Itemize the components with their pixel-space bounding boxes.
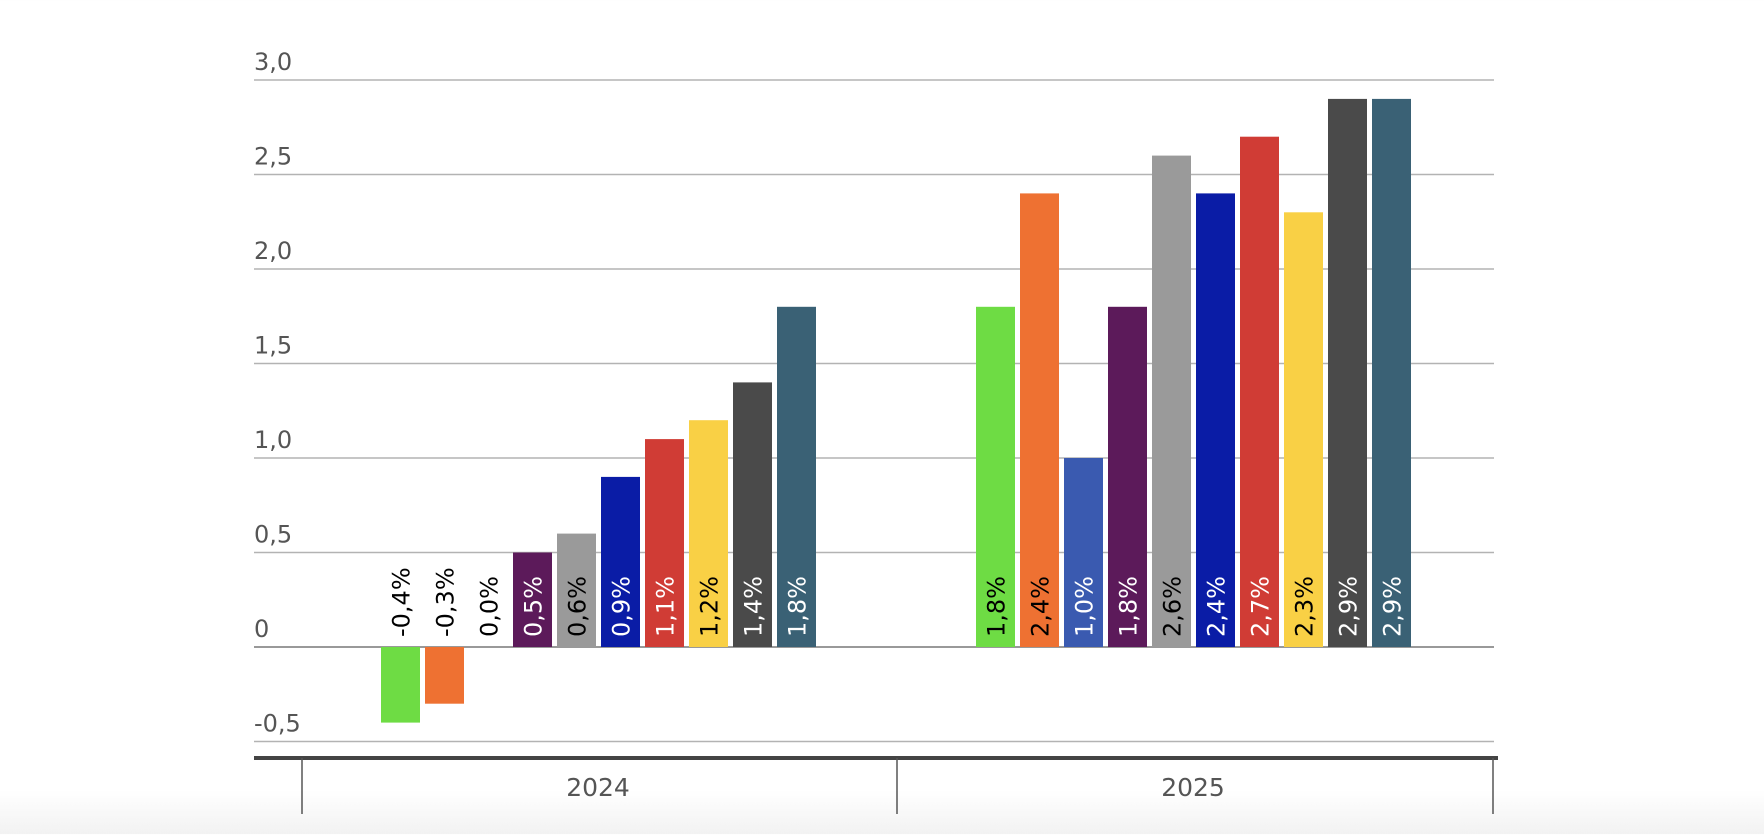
bar bbox=[1108, 306, 1147, 647]
bar bbox=[425, 647, 464, 704]
data-label: 2,3% bbox=[1291, 576, 1319, 637]
bar bbox=[1020, 193, 1059, 647]
bar bbox=[777, 306, 816, 647]
data-label: 2,9% bbox=[1379, 576, 1407, 637]
data-label: 2,7% bbox=[1247, 576, 1275, 637]
data-label: 2,4% bbox=[1027, 576, 1055, 637]
bar bbox=[381, 647, 420, 723]
y-tick-label: 0,5 bbox=[254, 521, 292, 549]
bar bbox=[1240, 136, 1279, 647]
data-label: 1,8% bbox=[784, 576, 812, 637]
data-label: 1,0% bbox=[1071, 576, 1099, 637]
y-tick-label: 0 bbox=[254, 615, 269, 643]
bar bbox=[1284, 212, 1323, 648]
x-tick-label: 2025 bbox=[1161, 773, 1225, 802]
bars bbox=[381, 98, 1411, 723]
data-label: 1,1% bbox=[652, 576, 680, 637]
bar bbox=[1152, 155, 1191, 647]
y-tick-label: 3,0 bbox=[254, 48, 292, 76]
bar bbox=[1328, 98, 1367, 647]
x-tick-label: 2024 bbox=[566, 773, 630, 802]
y-tick-label: 2,5 bbox=[254, 143, 292, 171]
data-label: -0,3% bbox=[432, 567, 460, 637]
bar bbox=[557, 533, 596, 647]
bar bbox=[1372, 98, 1411, 647]
bar bbox=[1064, 458, 1103, 647]
bar bbox=[733, 382, 772, 647]
y-tick-label: 1,0 bbox=[254, 426, 292, 454]
y-tick-label: -0,5 bbox=[254, 710, 301, 738]
bar bbox=[689, 420, 728, 647]
bar bbox=[645, 439, 684, 647]
data-label: 1,2% bbox=[696, 576, 724, 637]
y-tick-label: 2,0 bbox=[254, 237, 292, 265]
bar bbox=[976, 306, 1015, 647]
data-label: 0,0% bbox=[476, 576, 504, 637]
data-label: 2,6% bbox=[1159, 576, 1187, 637]
x-axis: 2024 2025 bbox=[254, 756, 1498, 814]
data-label: 0,6% bbox=[564, 576, 592, 637]
bar bbox=[513, 552, 552, 647]
y-axis-ticks: -0,5 0 0,5 1,0 1,5 2,0 2,5 3,0 bbox=[254, 48, 301, 738]
data-label: 0,5% bbox=[520, 576, 548, 637]
data-label: 2,9% bbox=[1335, 576, 1363, 637]
bar bbox=[601, 476, 640, 647]
data-label: 1,8% bbox=[1115, 576, 1143, 637]
data-label: 1,8% bbox=[983, 576, 1011, 637]
data-label: 0,9% bbox=[608, 576, 636, 637]
bar bbox=[1196, 193, 1235, 647]
data-label: -0,4% bbox=[388, 567, 416, 637]
data-labels: -0,4% -0,3% 0,0% 0,5% 0,6% 0,9% 1,1% 1,2% 1,4% 1,… bbox=[388, 567, 1407, 637]
data-label: 2,4% bbox=[1203, 576, 1231, 637]
y-tick-label: 1,5 bbox=[254, 332, 292, 360]
data-label: 1,4% bbox=[740, 576, 768, 637]
